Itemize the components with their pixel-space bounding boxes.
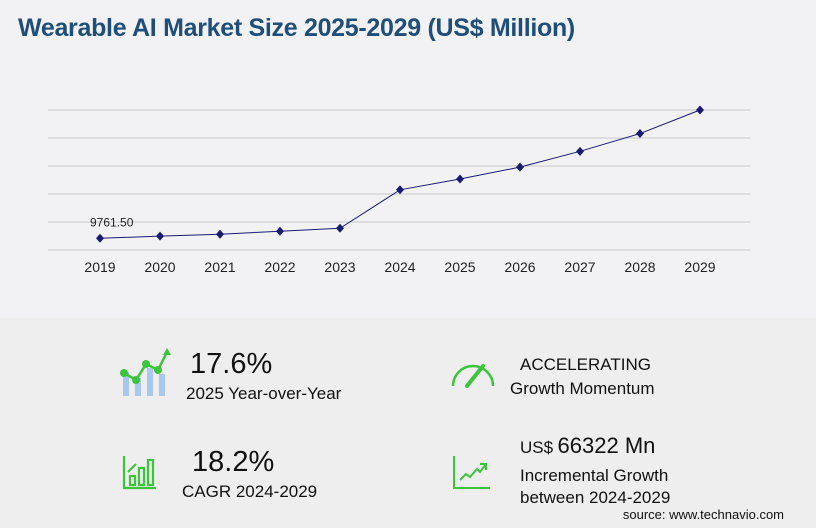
incremental-amount: 66322 Mn [557,433,656,458]
source-text: source: www.technavio.com [622,507,784,522]
x-tick-label: 2028 [624,259,655,275]
data-point-2019 [96,233,104,243]
x-tick-label: 2022 [264,259,295,275]
series-line [99,109,701,239]
x-tick-label: 2021 [204,259,235,275]
momentum-label: Growth Momentum [510,379,655,398]
data-point-2025 [456,174,464,184]
cagr-value: 18.2% [192,446,275,478]
x-tick-label: 2019 [84,259,115,275]
page-title: Wearable AI Market Size 2025-2029 (US$ M… [18,14,575,42]
data-point-2029 [696,105,704,115]
line-chart: 2019 9761.50 2020 2021 2022 2023 2024 2025 2026 2… [48,105,750,275]
data-point-2021 [216,229,224,239]
yoy-label: 2025 Year-over-Year [186,384,342,403]
data-point-2027 [576,146,584,156]
trend-line-icon [453,456,490,489]
x-tick-label: 2020 [144,259,175,275]
incremental-label-2: between 2024-2029 [520,488,671,507]
data-label: 9761.50 [90,215,134,229]
currency-prefix: US$ [520,438,554,457]
speedometer-icon [451,364,495,388]
data-point-2024 [396,185,404,195]
incremental-label-1: Incremental Growth [520,466,669,485]
data-point-2023 [336,223,344,233]
growth-chart-icon [120,348,171,396]
x-tick-label: 2027 [564,259,595,275]
x-tick-label: 2023 [324,259,355,275]
x-tick-label: 2029 [684,259,715,275]
bar-chart-icon [122,456,156,490]
data-point-2022 [276,226,284,236]
x-tick-label: 2025 [444,259,475,275]
x-tick-label: 2024 [384,259,415,275]
kpi-panel [0,318,816,528]
x-tick-label: 2026 [504,259,535,275]
momentum-value: ACCELERATING [520,355,651,374]
incremental-value: US$ 66322 Mn [520,433,655,459]
data-point-2028 [636,129,644,139]
data-point-2020 [156,231,164,241]
yoy-value: 17.6% [190,348,273,380]
cagr-label: CAGR 2024-2029 [182,482,318,501]
data-point-2026 [516,162,524,172]
